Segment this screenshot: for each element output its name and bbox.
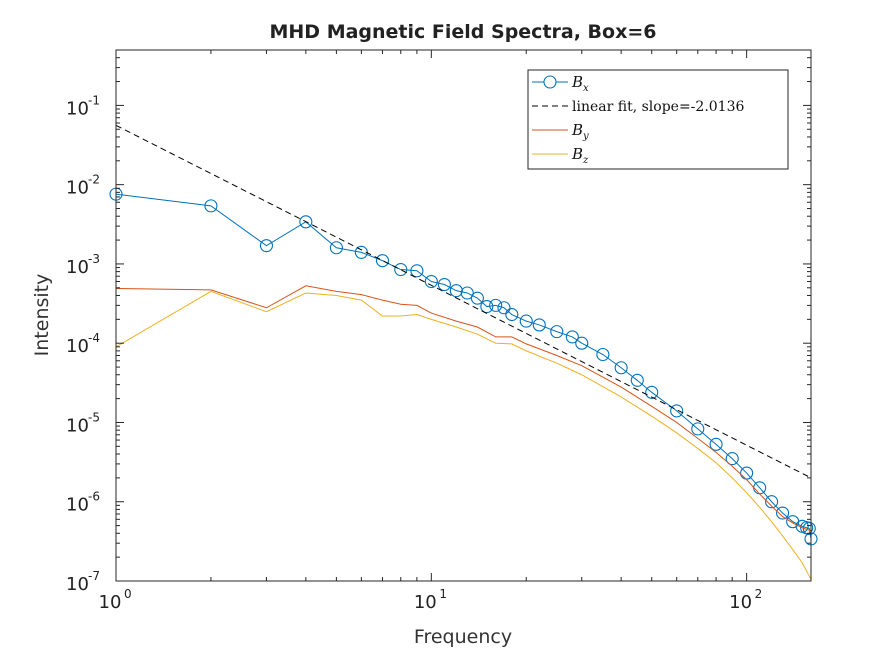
y-axis-label: Intensity: [31, 274, 53, 357]
series-2: [115, 285, 812, 532]
data-point: [645, 385, 659, 399]
data-point: [410, 264, 424, 278]
y-tick-exponent: -3: [88, 252, 100, 266]
data-point: [299, 215, 313, 229]
data-point: [532, 318, 546, 332]
data-point: [394, 262, 408, 277]
y-tick-label: 10: [66, 495, 89, 516]
series-line: [115, 285, 812, 532]
legend-label: B: [571, 121, 583, 139]
legend-box: [527, 69, 789, 170]
y-tick-label: 10: [66, 98, 89, 119]
legend-label: B: [571, 73, 583, 91]
data-point: [550, 325, 564, 339]
legend-marker: [543, 75, 557, 89]
y-tick-label: 10: [66, 257, 89, 278]
y-tick-label: 10: [66, 336, 89, 357]
y-tick-exponent: -5: [88, 410, 100, 424]
data-point: [575, 336, 589, 350]
data-point: [776, 506, 790, 520]
legend-label-subscript: z: [582, 155, 589, 166]
data-point: [709, 437, 723, 451]
legend-entry: linear fit, slope=-2.0136: [532, 99, 744, 115]
y-tick-exponent: -4: [88, 331, 100, 345]
data-point: [480, 299, 494, 314]
axes-layer: 10 0 10 1 10 210 -710 -610 -510 -410 -310 -210 -1: [66, 49, 812, 613]
data-point: [460, 286, 474, 300]
legend-label-subscript: y: [582, 131, 589, 142]
y-tick-exponent: -6: [88, 490, 100, 504]
legend-label: B: [571, 145, 583, 163]
axes-box: [115, 49, 812, 582]
data-point: [691, 422, 705, 436]
series-line: [115, 193, 812, 539]
data-point: [765, 495, 779, 509]
data-point: [670, 404, 684, 418]
x-tick-exponent: 1: [439, 587, 447, 601]
data-point: [204, 199, 218, 213]
data-point: [470, 291, 484, 305]
data-point: [505, 307, 519, 322]
x-tick-exponent: 0: [124, 587, 132, 601]
x-tick-label: 10: [729, 592, 752, 613]
y-tick-label: 10: [66, 415, 89, 436]
data-point: [565, 330, 579, 344]
data-point: [725, 452, 739, 466]
y-tick-exponent: -7: [88, 569, 100, 583]
data-point: [630, 373, 644, 387]
x-axis-label: Frequency: [414, 626, 512, 648]
data-point: [519, 314, 533, 328]
y-tick-exponent: -2: [88, 173, 100, 187]
y-tick-label: 10: [66, 178, 89, 199]
legend-label-subscript: x: [583, 83, 589, 94]
data-point: [437, 277, 451, 292]
legend-label: linear fit, slope=-2.0136: [572, 99, 744, 115]
data-point: [489, 298, 503, 312]
data-point: [375, 254, 390, 268]
x-tick-label: 10: [414, 592, 437, 613]
data-point: [329, 241, 343, 255]
x-tick-label: 10: [99, 592, 122, 613]
x-tick-exponent: 2: [755, 587, 763, 601]
y-tick-exponent: -1: [88, 93, 100, 107]
series-3: [115, 290, 812, 580]
data-point: [497, 301, 511, 315]
chart-title: MHD Magnetic Field Spectra, Box=6: [270, 21, 657, 43]
data-point: [596, 347, 610, 362]
data-point: [424, 274, 438, 289]
data-point: [614, 361, 628, 375]
series-line: [115, 290, 812, 580]
data-point: [259, 239, 274, 253]
y-tick-label: 10: [66, 574, 89, 595]
